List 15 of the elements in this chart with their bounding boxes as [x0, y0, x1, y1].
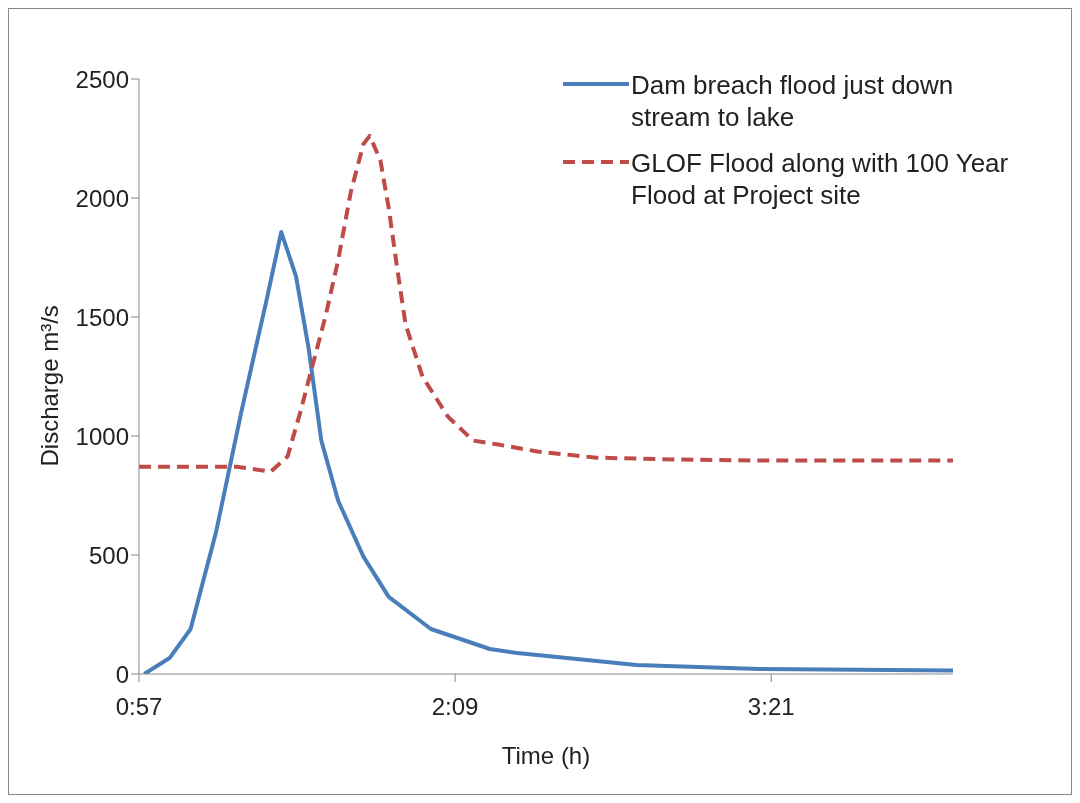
x-axis-title: Time (h)	[501, 742, 591, 769]
x-tick-label: 3:21	[747, 693, 795, 721]
y-tick-label: 1500	[75, 303, 129, 331]
y-axis-title: Discharge m³/s	[35, 305, 63, 467]
legend-label: GLOF Flood along with 100 Year Flood at Project site	[631, 147, 1010, 211]
y-tick-label: 1000	[75, 422, 129, 450]
x-tick-label: 2:09	[431, 693, 479, 721]
y-tick-label: 2000	[75, 184, 129, 212]
line-series	[139, 133, 953, 474]
y-tick-label: 500	[88, 541, 129, 569]
line-series	[142, 230, 953, 674]
y-tick-label: 0	[115, 660, 129, 688]
legend-label: Dam breach flood just down stream to lake	[631, 69, 955, 133]
y-tick-label: 2500	[75, 65, 129, 93]
x-tick-label: 0:57	[115, 693, 163, 721]
